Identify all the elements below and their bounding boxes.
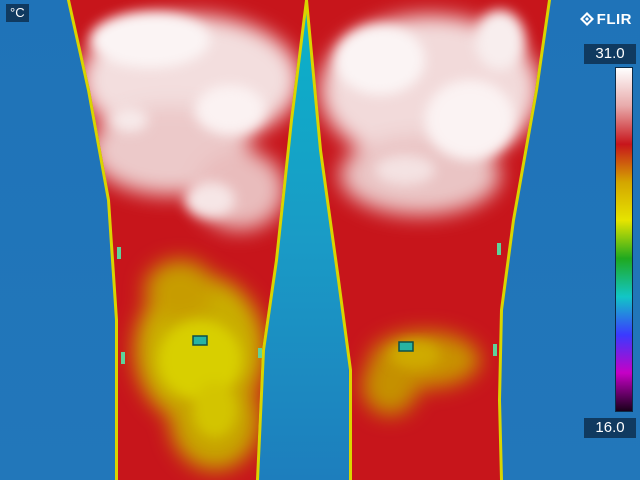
unit-label: °C (6, 4, 29, 22)
edge-markers (117, 243, 501, 364)
brand-logo: FLIR (579, 10, 632, 28)
scale-max-label: 31.0 (584, 44, 636, 64)
right-leg (304, 0, 552, 480)
brand-text: FLIR (596, 10, 632, 28)
marker-left-knee (192, 335, 208, 346)
left-leg (66, 0, 309, 480)
marker-right-knee (398, 341, 414, 352)
scale-min-label: 16.0 (584, 418, 636, 438)
temperature-scale-bar (615, 67, 633, 412)
flir-logo-icon (579, 12, 594, 26)
